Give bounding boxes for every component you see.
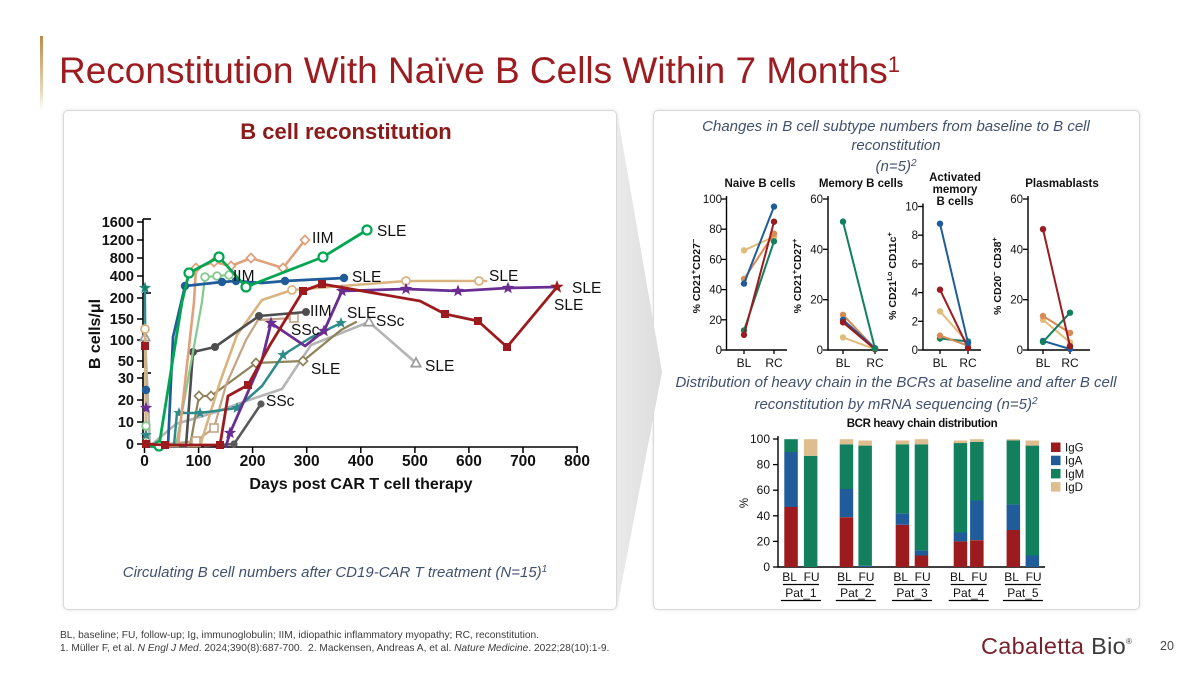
svg-text:8: 8	[912, 230, 918, 242]
svg-text:20: 20	[709, 315, 722, 327]
svg-text:RC: RC	[1061, 356, 1079, 370]
svg-text:6: 6	[912, 259, 918, 271]
svg-text:memory: memory	[933, 184, 978, 196]
svg-text:Activated: Activated	[929, 172, 981, 184]
svg-text:100: 100	[750, 432, 770, 446]
svg-text:IgM: IgM	[1065, 469, 1084, 481]
svg-text:IgA: IgA	[1065, 456, 1083, 468]
svg-text:20: 20	[118, 393, 134, 409]
svg-text:80: 80	[709, 224, 722, 236]
svg-text:40: 40	[709, 285, 722, 297]
svg-text:B cells: B cells	[936, 196, 973, 208]
svg-text:Pat_5: Pat_5	[1007, 586, 1039, 600]
svg-text:150: 150	[110, 312, 134, 328]
svg-text:400: 400	[110, 269, 134, 285]
svg-text:10: 10	[905, 202, 918, 214]
svg-text:200: 200	[240, 453, 266, 470]
svg-text:BL: BL	[737, 356, 752, 370]
svg-text:SSc: SSc	[376, 313, 405, 330]
svg-text:Plasmablasts: Plasmablasts	[1025, 178, 1099, 190]
svg-text:800: 800	[110, 251, 134, 267]
svg-text:40: 40	[1010, 244, 1023, 256]
svg-text:200: 200	[110, 291, 134, 307]
svg-text:% CD21+CD27−: % CD21+CD27−	[689, 238, 703, 313]
svg-text:60: 60	[709, 254, 722, 266]
svg-text:60: 60	[810, 194, 823, 206]
svg-text:60: 60	[757, 483, 771, 497]
svg-text:2: 2	[912, 316, 918, 328]
svg-text:0: 0	[1017, 345, 1023, 357]
svg-text:SLE: SLE	[377, 223, 406, 240]
svg-text:300: 300	[294, 453, 320, 470]
svg-text:% CD20− CD38+: % CD20− CD38+	[990, 237, 1004, 315]
svg-text:Pat_3: Pat_3	[896, 586, 928, 600]
svg-text:B cells/μl: B cells/μl	[87, 299, 104, 369]
svg-text:BL FU: BL FU	[1004, 570, 1041, 584]
svg-text:RC: RC	[866, 356, 884, 370]
svg-text:Days post CAR T cell therapy: Days post CAR T cell therapy	[249, 476, 472, 493]
svg-text:RC: RC	[765, 356, 783, 370]
svg-text:4: 4	[912, 288, 919, 300]
svg-text:0: 0	[817, 345, 823, 357]
svg-text:Memory B cells: Memory B cells	[819, 178, 903, 190]
svg-text:50: 50	[118, 354, 134, 370]
svg-text:10: 10	[118, 415, 134, 431]
svg-text:100: 100	[110, 333, 134, 349]
svg-text:BL FU: BL FU	[782, 570, 819, 584]
svg-text:1200: 1200	[102, 233, 134, 249]
svg-text:60: 60	[1010, 194, 1023, 206]
svg-text:800: 800	[564, 453, 590, 470]
svg-text:400: 400	[348, 453, 374, 470]
svg-text:Pat_4: Pat_4	[953, 586, 985, 600]
svg-text:700: 700	[510, 453, 536, 470]
svg-text:30: 30	[118, 371, 134, 387]
svg-text:20: 20	[1010, 295, 1023, 307]
svg-text:BL: BL	[1036, 356, 1051, 370]
svg-text:0: 0	[912, 345, 918, 357]
svg-text:Pat_1: Pat_1	[785, 586, 817, 600]
svg-text:BL: BL	[836, 356, 851, 370]
svg-text:IIM: IIM	[233, 268, 255, 285]
svg-text:RC: RC	[959, 356, 977, 370]
svg-text:BCR heavy chain distribution: BCR heavy chain distribution	[847, 418, 998, 430]
svg-text:1600: 1600	[102, 215, 134, 231]
svg-text:0: 0	[126, 437, 134, 453]
svg-text:IgD: IgD	[1065, 482, 1083, 494]
svg-text:SLE: SLE	[572, 280, 601, 297]
svg-text:%: %	[739, 498, 751, 508]
svg-text:BL: BL	[933, 356, 948, 370]
svg-text:IgG: IgG	[1065, 443, 1084, 455]
svg-text:% CD21+CD27+: % CD21+CD27+	[790, 238, 804, 313]
svg-text:100: 100	[186, 453, 212, 470]
svg-text:Pat_2: Pat_2	[840, 586, 872, 600]
svg-text:0: 0	[763, 560, 770, 574]
svg-text:SLE: SLE	[489, 268, 518, 285]
svg-text:SSc: SSc	[291, 322, 320, 339]
svg-text:SLE: SLE	[347, 305, 376, 322]
svg-text:0: 0	[716, 345, 722, 357]
svg-text:600: 600	[456, 453, 482, 470]
svg-text:BL FU: BL FU	[950, 570, 987, 584]
svg-text:BL FU: BL FU	[837, 570, 874, 584]
svg-text:500: 500	[402, 453, 428, 470]
svg-text:IIM: IIM	[312, 230, 334, 247]
svg-text:% CD21Lo CD11c+: % CD21Lo CD11c+	[885, 232, 899, 320]
svg-text:100: 100	[703, 194, 722, 206]
svg-text:Naive B cells: Naive B cells	[725, 178, 796, 190]
svg-text:SLE: SLE	[352, 269, 381, 286]
svg-text:20: 20	[757, 534, 771, 548]
svg-text:20: 20	[810, 295, 823, 307]
svg-text:0: 0	[140, 453, 149, 470]
svg-text:40: 40	[810, 244, 823, 256]
svg-text:80: 80	[757, 458, 771, 472]
svg-text:SLE: SLE	[311, 361, 340, 378]
svg-text:SSc: SSc	[266, 393, 295, 410]
svg-text:SLE: SLE	[425, 358, 454, 375]
svg-text:SLE: SLE	[554, 297, 583, 314]
svg-text:40: 40	[757, 509, 771, 523]
svg-text:IIM: IIM	[310, 303, 332, 320]
svg-text:BL FU: BL FU	[893, 570, 930, 584]
